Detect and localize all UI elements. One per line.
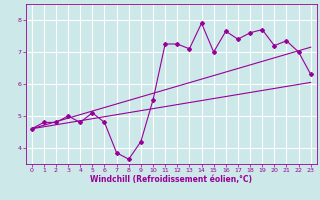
X-axis label: Windchill (Refroidissement éolien,°C): Windchill (Refroidissement éolien,°C) xyxy=(90,175,252,184)
